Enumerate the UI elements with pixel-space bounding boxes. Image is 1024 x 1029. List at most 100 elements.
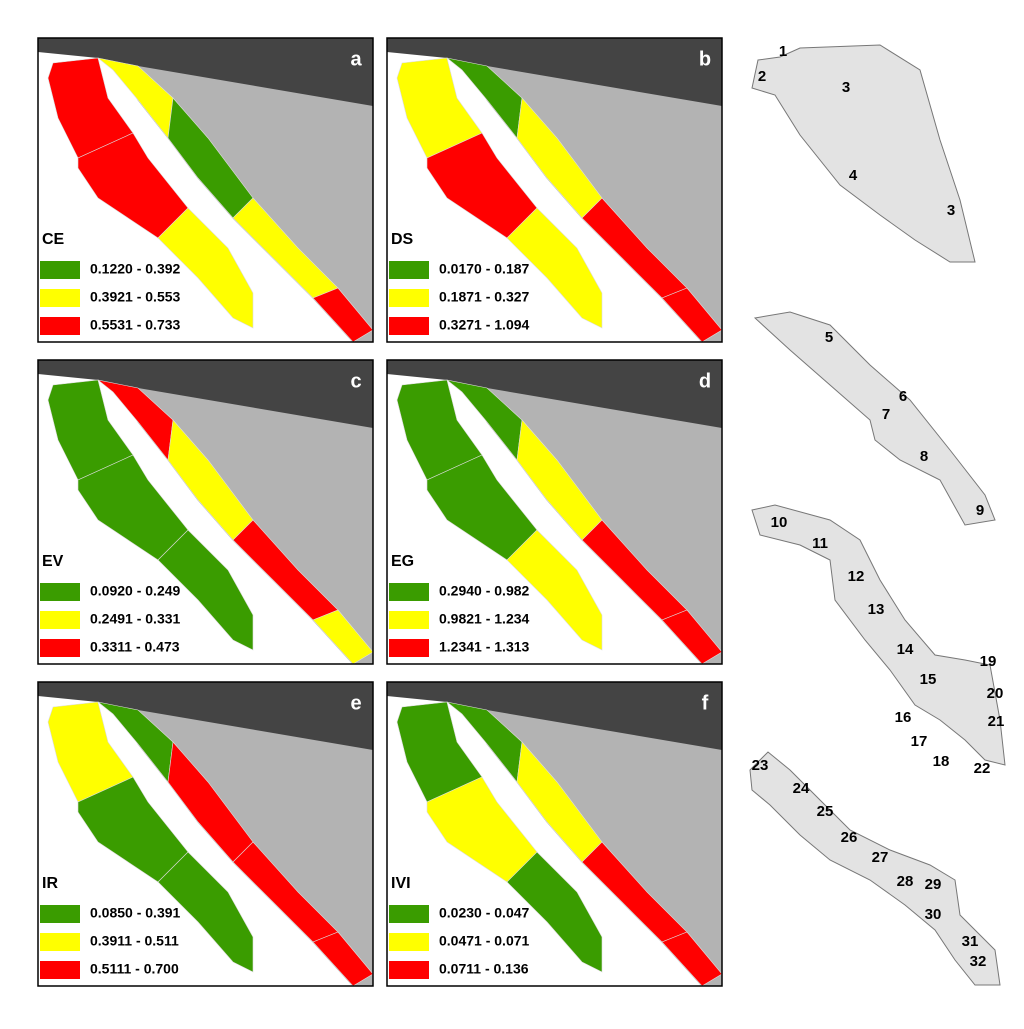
legend-swatch xyxy=(40,317,80,335)
region-number: 3 xyxy=(947,202,955,219)
legend-label: 0.5111 - 0.700 xyxy=(90,961,179,977)
legend-swatch xyxy=(40,583,80,601)
legend-label: 0.0471 - 0.071 xyxy=(439,933,530,949)
region-number: 1 xyxy=(779,43,787,60)
region-number: 28 xyxy=(897,873,914,890)
legend-swatch xyxy=(389,611,429,629)
panel-frame xyxy=(37,681,374,987)
indicator-label: DS xyxy=(391,231,414,248)
legend-swatch xyxy=(40,639,80,657)
region xyxy=(157,529,254,651)
region xyxy=(157,851,254,973)
region xyxy=(426,454,538,561)
legend-label: 0.1871 - 0.327 xyxy=(439,289,530,305)
region-number: 29 xyxy=(925,876,942,893)
map xyxy=(387,360,722,664)
legend-swatch xyxy=(40,611,80,629)
region-number: 31 xyxy=(962,933,979,950)
indicator-label: CE xyxy=(42,231,65,248)
border-region xyxy=(387,38,722,106)
map xyxy=(38,38,373,342)
map-panel: d EG 0.2940 - 0.982 0.9821 - 1.234 1.2341 - … xyxy=(386,359,723,665)
border-region xyxy=(387,682,722,750)
map-panel: c EV 0.0920 - 0.249 0.2491 - 0.331 0.3311 - … xyxy=(37,359,374,665)
panel-letter: c xyxy=(350,370,361,392)
map xyxy=(38,360,373,664)
map-panel: b DS 0.0170 - 0.187 0.1871 - 0.327 0.3271 - … xyxy=(386,37,723,343)
region xyxy=(312,931,373,986)
region-number: 19 xyxy=(980,653,997,670)
legend-label: 0.0230 - 0.047 xyxy=(439,905,530,921)
region-number: 26 xyxy=(841,829,858,846)
region-number: 32 xyxy=(970,953,987,970)
region-number: 4 xyxy=(849,167,858,184)
region xyxy=(426,132,538,239)
region-number: 22 xyxy=(974,760,991,777)
legend-label: 0.2491 - 0.331 xyxy=(90,611,181,627)
map-panel: e IR 0.0850 - 0.391 0.3911 - 0.511 0.5111 - … xyxy=(37,681,374,987)
region xyxy=(506,851,603,973)
region-number: 17 xyxy=(911,733,928,750)
region-number: 18 xyxy=(933,753,950,770)
region-number: 3 xyxy=(842,79,850,96)
panel-frame xyxy=(386,37,723,343)
region-number: 11 xyxy=(812,535,828,552)
legend-swatch xyxy=(40,961,80,979)
map xyxy=(387,682,722,986)
region xyxy=(506,207,603,329)
map xyxy=(387,38,722,342)
region-number: 5 xyxy=(825,329,833,346)
panel-letter: e xyxy=(350,692,361,714)
panel-frame xyxy=(386,359,723,665)
legend-label: 0.3311 - 0.473 xyxy=(90,639,180,655)
indicator-label: EG xyxy=(391,553,414,570)
indicator-label: IVI xyxy=(391,875,411,892)
region-number: 10 xyxy=(771,514,788,531)
legend-swatch xyxy=(389,933,429,951)
legend-swatch xyxy=(389,317,429,335)
region-number: 16 xyxy=(895,709,912,726)
legend-label: 0.9821 - 1.234 xyxy=(439,611,530,627)
region xyxy=(661,609,722,664)
legend-swatch xyxy=(389,639,429,657)
panel-letter: b xyxy=(699,48,711,70)
region-number: 30 xyxy=(925,906,942,923)
legend-label: 0.5531 - 0.733 xyxy=(90,317,181,333)
region xyxy=(77,454,189,561)
region-number: 25 xyxy=(817,803,834,820)
panel-letter: a xyxy=(350,48,362,70)
region-number: 21 xyxy=(988,713,1005,730)
region xyxy=(157,207,254,329)
legend-swatch xyxy=(389,261,429,279)
region-number: 6 xyxy=(899,388,907,405)
region-number: 13 xyxy=(868,601,885,618)
legend-label: 0.0920 - 0.249 xyxy=(90,583,181,599)
index-map xyxy=(753,311,996,526)
region-number: 15 xyxy=(920,671,937,688)
legend-label: 0.0170 - 0.187 xyxy=(439,261,530,277)
legend-swatch xyxy=(40,289,80,307)
legend-label: 1.2341 - 1.313 xyxy=(439,639,530,655)
indicator-label: IR xyxy=(42,875,58,892)
legend-label: 0.3271 - 1.094 xyxy=(439,317,530,333)
region-number: 7 xyxy=(882,406,890,423)
legend-label: 0.0850 - 0.391 xyxy=(90,905,181,921)
border-region xyxy=(38,682,373,750)
legend-swatch xyxy=(389,289,429,307)
legend-swatch xyxy=(389,905,429,923)
index-maps xyxy=(749,44,1006,986)
region-number: 14 xyxy=(897,641,914,658)
region xyxy=(77,132,189,239)
map-panel: f IVI 0.0230 - 0.047 0.0471 - 0.071 0.0711 -… xyxy=(386,681,723,987)
region-number: 23 xyxy=(752,757,769,774)
legend-label: 0.1220 - 0.392 xyxy=(90,261,181,277)
legend-swatch xyxy=(40,261,80,279)
map xyxy=(38,682,373,986)
legend-label: 0.3921 - 0.553 xyxy=(90,289,181,305)
legend-swatch xyxy=(389,583,429,601)
index-map xyxy=(751,44,976,263)
region xyxy=(426,776,538,883)
region-number: 12 xyxy=(848,568,865,585)
region-number: 8 xyxy=(920,448,928,465)
